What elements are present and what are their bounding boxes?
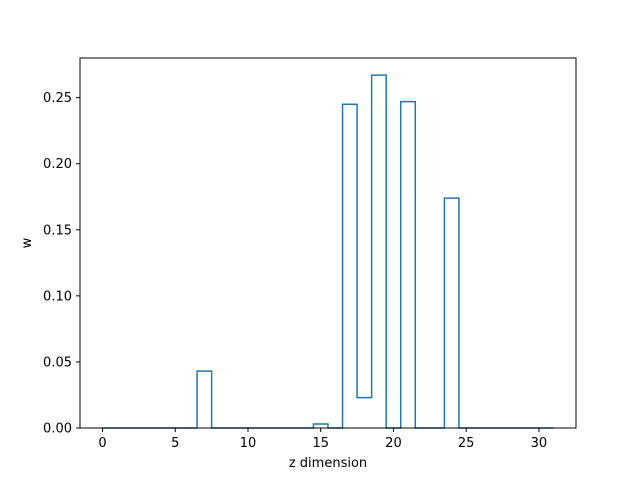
x-tick-label: 30 [531, 436, 548, 451]
y-axis-label: w [20, 237, 35, 248]
x-tick-label: 20 [385, 436, 402, 451]
x-axis-label: z dimension [289, 456, 367, 471]
x-tick-label: 25 [458, 436, 475, 451]
y-tick-label: 0.20 [43, 157, 72, 172]
y-tick-label: 0.10 [43, 289, 72, 304]
x-axis: 0 5 10 15 20 25 30 [98, 428, 547, 451]
x-tick-label: 5 [171, 436, 179, 451]
y-tick-label: 0.00 [43, 422, 72, 437]
series-step-line-0 [102, 74, 554, 429]
x-tick-label: 0 [98, 436, 106, 451]
plot-frame [79, 57, 577, 429]
series-layer [102, 74, 554, 429]
y-tick-label: 0.25 [43, 91, 72, 106]
y-axis: 0.00 0.05 0.10 0.15 0.20 0.25 [43, 91, 80, 437]
x-tick-label: 10 [240, 436, 257, 451]
y-tick-label: 0.05 [43, 355, 72, 370]
y-tick-label: 0.15 [43, 223, 72, 238]
plot-area [80, 58, 576, 428]
x-tick-label: 15 [312, 436, 329, 451]
